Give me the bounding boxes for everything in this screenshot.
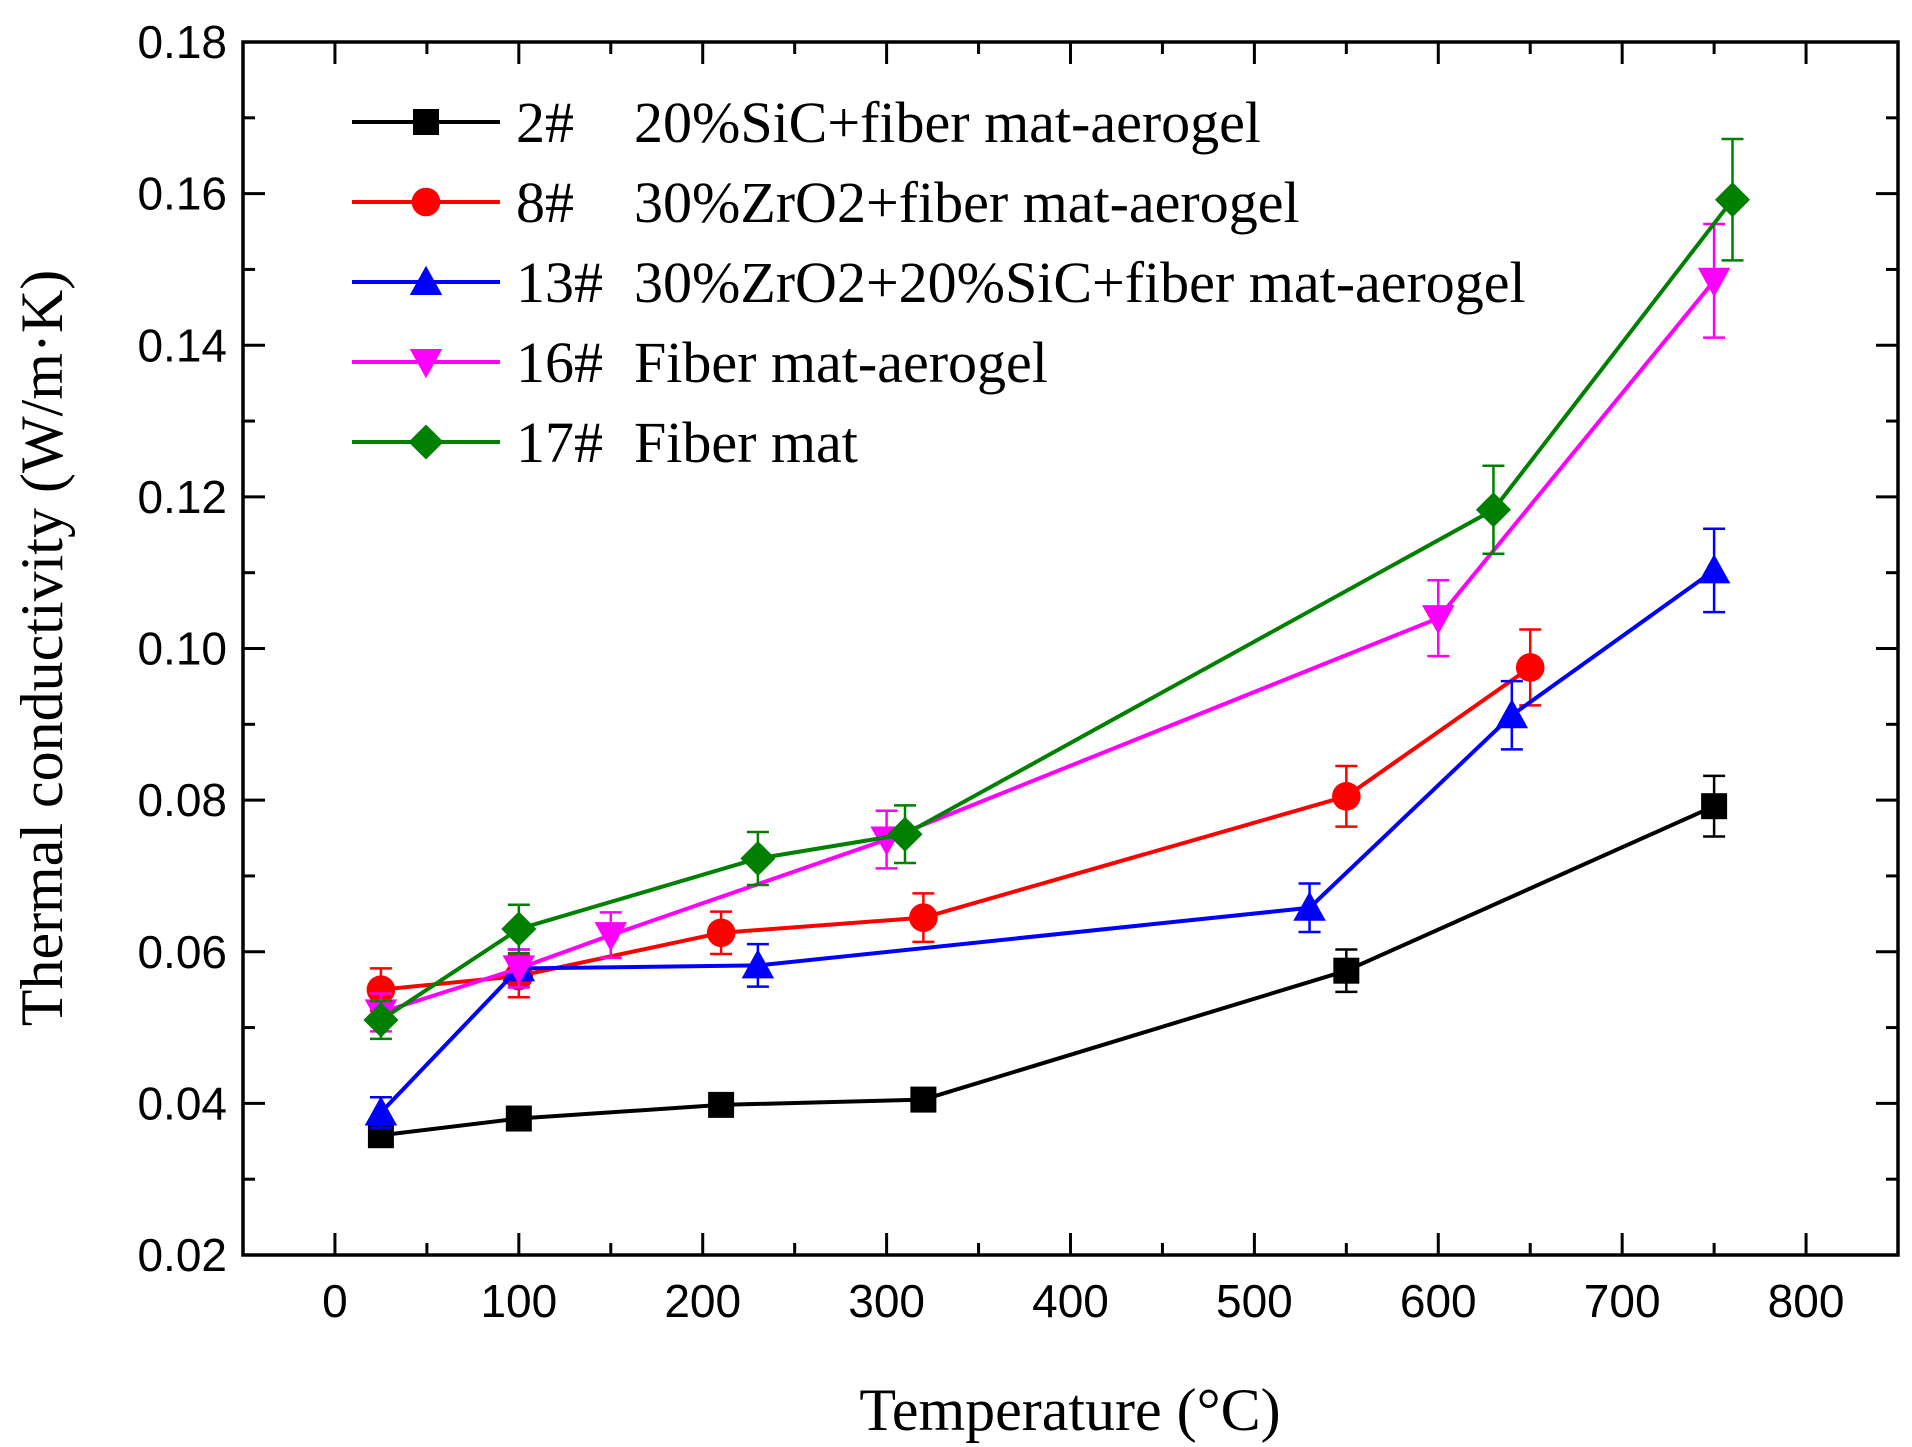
data-point-s8 (909, 903, 938, 932)
data-point-s8 (1515, 653, 1545, 682)
legend-code: 13# (516, 250, 603, 315)
x-axis: 0 100 200 300 400 500 600 700 800 (241, 42, 1900, 1327)
x-tick-label: 800 (1768, 1275, 1845, 1327)
series-line-s13 (379, 568, 1716, 1114)
data-point-s8 (1332, 782, 1361, 811)
data-point-s2 (1333, 957, 1360, 984)
x-tick-label: 600 (1400, 1275, 1477, 1327)
series-line-s17 (379, 198, 1735, 1022)
data-point-s8 (706, 918, 736, 948)
series-s17 (363, 137, 1751, 1041)
data-point-s17 (501, 911, 537, 947)
data-point-s17 (1475, 492, 1511, 528)
x-tick-label: 0 (322, 1275, 348, 1327)
data-point-s16 (1697, 267, 1731, 298)
y-tick-label: 0.08 (137, 774, 227, 826)
legend-label: 30%ZrO2+20%SiC+fiber mat-aerogel (634, 250, 1526, 315)
legend-item-s16: 16# Fiber mat-aerogel (352, 330, 1048, 395)
legend-code: 17# (516, 410, 603, 475)
y-tick-label: 0.04 (137, 1077, 227, 1129)
legend-label: Fiber mat (634, 410, 858, 475)
y-tick-label: 0.14 (137, 319, 227, 371)
x-axis-title: Temperature (°C) (859, 1377, 1280, 1443)
y-axis-title: Thermal conductivity (W/m·K) (9, 270, 75, 1026)
legend-marker (409, 349, 443, 379)
y-tick-label: 0.16 (137, 168, 227, 220)
data-point-s17 (887, 816, 923, 852)
series-s13 (364, 527, 1731, 1129)
x-tick-label: 500 (1216, 1275, 1293, 1327)
legend-marker (408, 424, 444, 460)
series-line-s16 (380, 279, 1716, 1015)
legend-label: 20%SiC+fiber mat-aerogel (634, 90, 1261, 155)
series-s16 (364, 222, 1731, 1033)
data-point-s17 (363, 1002, 399, 1038)
series-line-s8 (380, 665, 1532, 992)
data-point-s2 (1701, 793, 1728, 820)
data-point-s2 (708, 1091, 735, 1118)
legend-code: 16# (516, 330, 603, 395)
x-tick-label: 700 (1584, 1275, 1661, 1327)
legend-item-s2: 2# 20%SiC+fiber mat-aerogel (352, 90, 1261, 155)
x-tick-label: 200 (664, 1275, 741, 1327)
data-point-s13 (1495, 698, 1529, 729)
data-point-s16 (502, 955, 536, 985)
legend-label: Fiber mat-aerogel (634, 330, 1048, 395)
y-axis: 0.02 0.04 0.06 0.08 0.10 0.12 0.14 0.16 0.18 (137, 16, 1898, 1281)
data-point-s13 (1697, 554, 1731, 584)
legend-item-s8: 8# 30%ZrO2+fiber mat-aerogel (352, 170, 1300, 235)
data-point-s2 (505, 1105, 532, 1132)
data-point-s16 (594, 922, 628, 952)
legend-marker (409, 265, 443, 295)
y-tick-label: 0.12 (137, 471, 227, 523)
y-tick-label: 0.10 (137, 623, 227, 675)
x-tick-label: 300 (848, 1275, 925, 1327)
series-s2 (367, 774, 1728, 1149)
series-line-s2 (380, 804, 1715, 1138)
data-point-s16 (1422, 605, 1455, 635)
data-point-s8 (366, 975, 396, 1004)
data-point-s13 (1293, 891, 1326, 921)
x-tick-label: 100 (480, 1275, 557, 1327)
y-tick-label: 0.06 (137, 926, 227, 978)
legend-item-s17: 17# Fiber mat (352, 410, 858, 475)
legend-marker (411, 187, 441, 217)
data-point-s13 (364, 1096, 398, 1126)
legend: 2# 20%SiC+fiber mat-aerogel 8# 30%ZrO2+fibe… (352, 90, 1526, 475)
data-point-s2 (910, 1086, 937, 1113)
legend-label: 30%ZrO2+fiber mat-aerogel (634, 170, 1300, 235)
legend-item-s13: 13# 30%ZrO2+20%SiC+fiber mat-aerogel (352, 250, 1526, 315)
x-tick-label: 400 (1032, 1275, 1109, 1327)
y-tick-label: 0.18 (137, 16, 227, 68)
y-tick-label: 0.02 (137, 1229, 227, 1281)
legend-code: 8# (516, 170, 574, 235)
legend-marker (413, 109, 439, 135)
series-s8 (366, 628, 1545, 1013)
data-point-s17 (1714, 182, 1751, 218)
data-point-s13 (741, 949, 775, 979)
data-point-s17 (740, 840, 776, 877)
legend-code: 2# (516, 90, 574, 155)
series-layer (363, 137, 1751, 1149)
